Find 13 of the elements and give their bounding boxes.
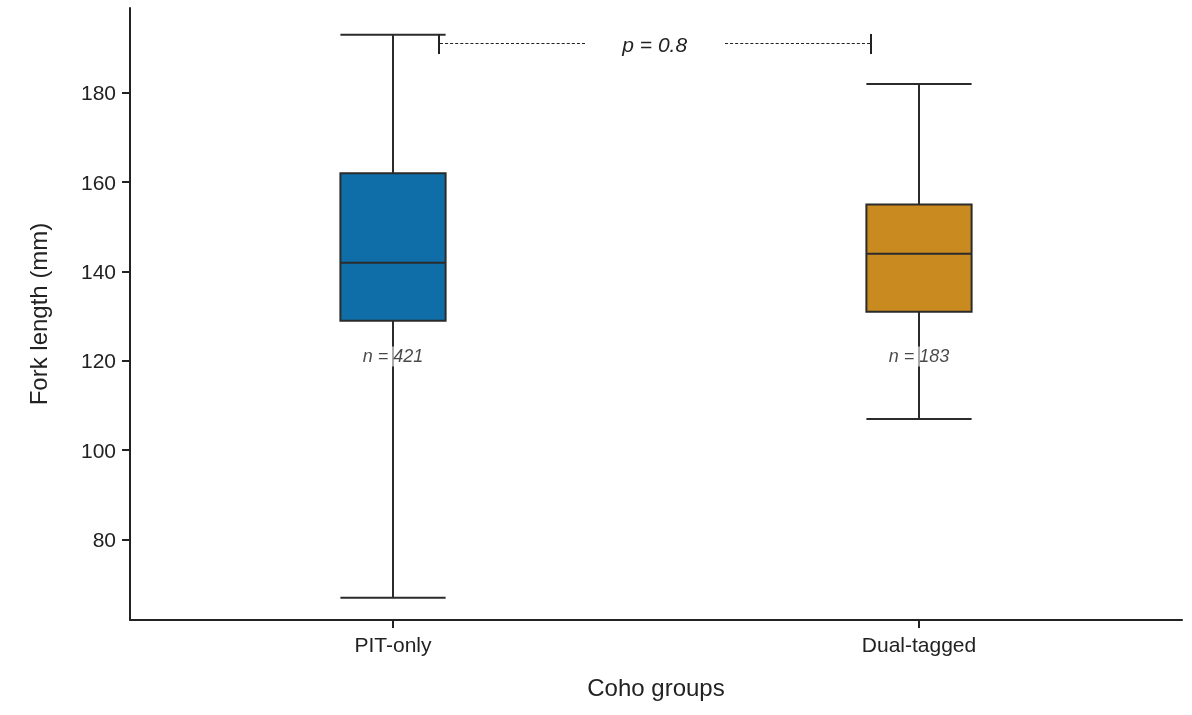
x-tick-label: Dual-tagged [861,633,977,656]
annotation: n = 421 [362,346,424,367]
annotation: p = 0.8 [621,32,688,56]
y-tick-label: 120 [80,349,116,373]
y-tick-label: 80 [92,528,116,552]
y-tick-label: 180 [80,81,116,105]
x-axis-title: Coho groups [587,673,725,701]
annotation: n = 183 [888,346,950,367]
y-tick-label: 100 [80,438,116,462]
y-tick-label: 140 [80,260,116,284]
y-tick-label: 160 [80,170,116,194]
x-tick-label: PIT-only [354,633,433,656]
y-axis-title: Fork length (mm) [24,222,52,406]
